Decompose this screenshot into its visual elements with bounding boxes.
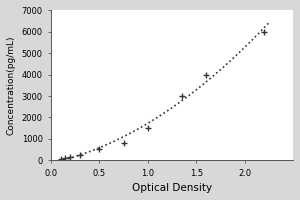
Y-axis label: Concentration(pg/mL): Concentration(pg/mL) xyxy=(7,36,16,135)
X-axis label: Optical Density: Optical Density xyxy=(132,183,212,193)
